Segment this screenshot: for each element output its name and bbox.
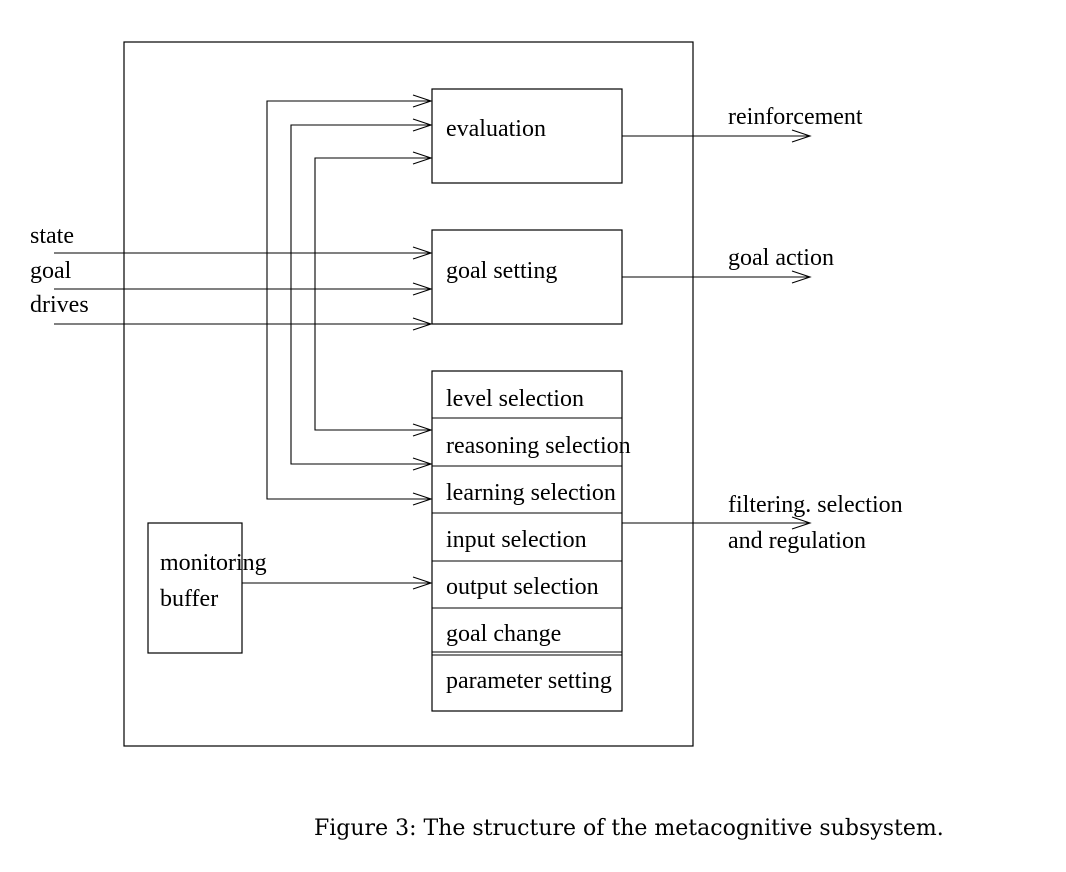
stack-item-parameter-setting: parameter setting xyxy=(446,668,612,694)
stack-item-level-selection: level selection xyxy=(446,386,584,412)
output-arrow-reinforcement xyxy=(622,129,812,143)
figure-caption: Figure 3: The structure of the metacogni… xyxy=(314,816,944,841)
monitoring-buffer-label-line2: buffer xyxy=(160,586,218,612)
stack-item-reasoning-selection: reasoning selection xyxy=(446,433,631,459)
stack-item-learning-selection: learning selection xyxy=(446,480,616,506)
output-arrow-goal-action xyxy=(622,270,812,284)
stack-item-goal-change: goal change xyxy=(446,621,561,647)
monitoring-arrow xyxy=(242,576,433,590)
output-label-reinforcement: reinforcement xyxy=(728,104,863,130)
monitoring-buffer-box xyxy=(147,522,243,654)
output-label-goal-action: goal action xyxy=(728,245,834,271)
stack-item-input-selection: input selection xyxy=(446,527,587,553)
monitoring-buffer-label-line1: monitoring xyxy=(160,550,267,576)
evaluation-label: evaluation xyxy=(446,116,546,142)
input-label-drives: drives xyxy=(30,292,89,318)
input-label-state: state xyxy=(30,223,74,249)
feedback-loop-outer xyxy=(266,94,433,506)
output-label-filtering-line1: filtering. selection xyxy=(728,492,903,518)
feedback-loop-middle xyxy=(290,118,433,471)
feedback-loop-inner xyxy=(314,151,433,437)
input-label-goal: goal xyxy=(30,258,72,284)
subsystem-boundary xyxy=(123,41,694,747)
input-arrows xyxy=(54,246,433,331)
stack-item-output-selection: output selection xyxy=(446,574,599,600)
selection-stack: level selection reasoning selection lear… xyxy=(431,370,631,712)
goal-setting-label: goal setting xyxy=(446,258,557,284)
output-arrow-filtering xyxy=(622,516,812,530)
selection-stack-box xyxy=(431,370,623,712)
output-label-filtering-line2: and regulation xyxy=(728,528,866,554)
